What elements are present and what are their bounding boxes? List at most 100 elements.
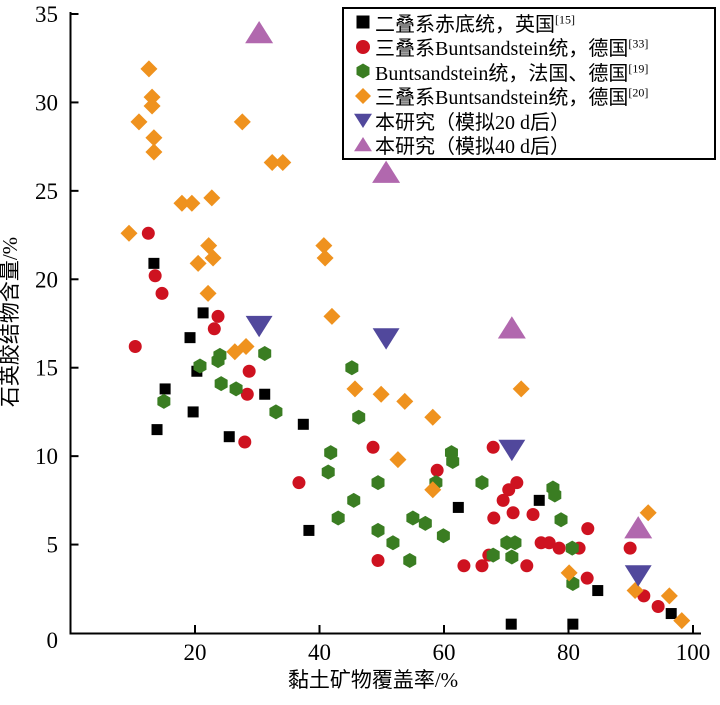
data-point (502, 483, 516, 497)
data-point (211, 353, 225, 369)
data-point (346, 380, 364, 398)
data-point (237, 337, 255, 355)
data-point (352, 409, 366, 425)
y-tick-label: 25 (35, 179, 58, 204)
data-point (512, 380, 530, 398)
data-point (269, 404, 283, 420)
data-point (487, 511, 501, 525)
data-point (533, 494, 545, 506)
y-tick-label: 10 (35, 444, 58, 469)
data-point (475, 559, 489, 573)
data-point (242, 364, 256, 378)
legend-item-label: Buntsandstein统，法国、德国[19] (375, 61, 649, 85)
legend-marker-svg (356, 63, 370, 79)
data-point (623, 541, 637, 555)
data-point (624, 516, 653, 539)
y-tick-label: 20 (35, 267, 58, 292)
data-point (389, 451, 407, 469)
data-point (324, 445, 338, 461)
data-point (520, 559, 534, 573)
data-point (148, 269, 162, 283)
data-point (508, 535, 522, 551)
data-point (297, 418, 309, 430)
data-point (143, 88, 161, 106)
data-point (292, 476, 306, 490)
data-point (331, 510, 345, 526)
square-marker (356, 15, 370, 29)
data-point (567, 618, 579, 630)
data-point (580, 571, 594, 585)
legend-item-label: 本研究（模拟20 d后） (375, 111, 570, 134)
legend-marker-svg (354, 136, 372, 151)
y-tick-label: 15 (35, 356, 58, 381)
legend-marker-svg (356, 15, 370, 29)
data-point (203, 189, 221, 207)
data-point (128, 339, 142, 353)
legend-item-ref: [19] (628, 61, 649, 76)
data-point (157, 393, 171, 409)
data-point (497, 316, 526, 339)
legend-marker-svg (354, 114, 372, 129)
legend-item: 三叠系Buntsandstein统，德国[33] (351, 35, 714, 60)
data-point (396, 392, 414, 410)
data-point (197, 307, 209, 319)
data-point (665, 608, 677, 620)
triangle-down-marker (354, 114, 372, 129)
data-point (486, 440, 500, 454)
legend-item-label: 二叠系赤底统，英国[15] (375, 12, 575, 36)
data-point (345, 360, 359, 376)
data-point (592, 585, 604, 597)
data-point (366, 440, 380, 454)
data-point (660, 587, 678, 605)
circle-icon (351, 37, 375, 57)
data-point (560, 564, 578, 582)
legend-item-ref: [33] (628, 36, 649, 51)
triangle-up-marker (354, 136, 372, 151)
x-tick-label: 80 (557, 640, 580, 665)
data-point (565, 540, 579, 556)
triangle-up-icon (351, 135, 375, 155)
data-point (457, 559, 471, 573)
data-point (245, 20, 274, 44)
data-point (386, 535, 400, 551)
data-point (130, 113, 148, 131)
data-point (145, 143, 163, 161)
data-point (274, 154, 292, 172)
data-point (145, 129, 163, 147)
data-point (159, 383, 171, 395)
data-point (624, 565, 652, 587)
data-point (141, 226, 155, 240)
legend-item: 本研究（模拟40 d后） (351, 133, 714, 158)
triangle-down-icon (351, 110, 375, 130)
data-point (187, 406, 199, 418)
data-point (211, 309, 225, 323)
data-point (424, 408, 442, 426)
x-tick-label: 20 (184, 640, 207, 665)
data-point (673, 612, 691, 630)
x-tick-label: 40 (308, 640, 331, 665)
data-point (207, 322, 221, 336)
data-point (140, 60, 158, 78)
circle-marker (356, 39, 370, 54)
data-point (430, 463, 444, 477)
data-point (581, 522, 595, 536)
data-point (526, 508, 540, 522)
data-point (229, 381, 243, 397)
data-point (240, 387, 254, 401)
data-point (548, 487, 562, 503)
data-point (259, 388, 271, 400)
data-point (173, 194, 191, 212)
legend-marker-svg (355, 87, 371, 104)
legend-item: 本研究（模拟20 d后） (351, 108, 714, 134)
data-point (505, 549, 519, 565)
data-point (199, 284, 217, 302)
square-icon (351, 12, 375, 32)
data-point (315, 237, 333, 255)
data-point (303, 524, 315, 536)
data-point (223, 431, 235, 443)
data-point (554, 512, 568, 528)
data-point (498, 439, 526, 462)
data-point (184, 332, 196, 344)
